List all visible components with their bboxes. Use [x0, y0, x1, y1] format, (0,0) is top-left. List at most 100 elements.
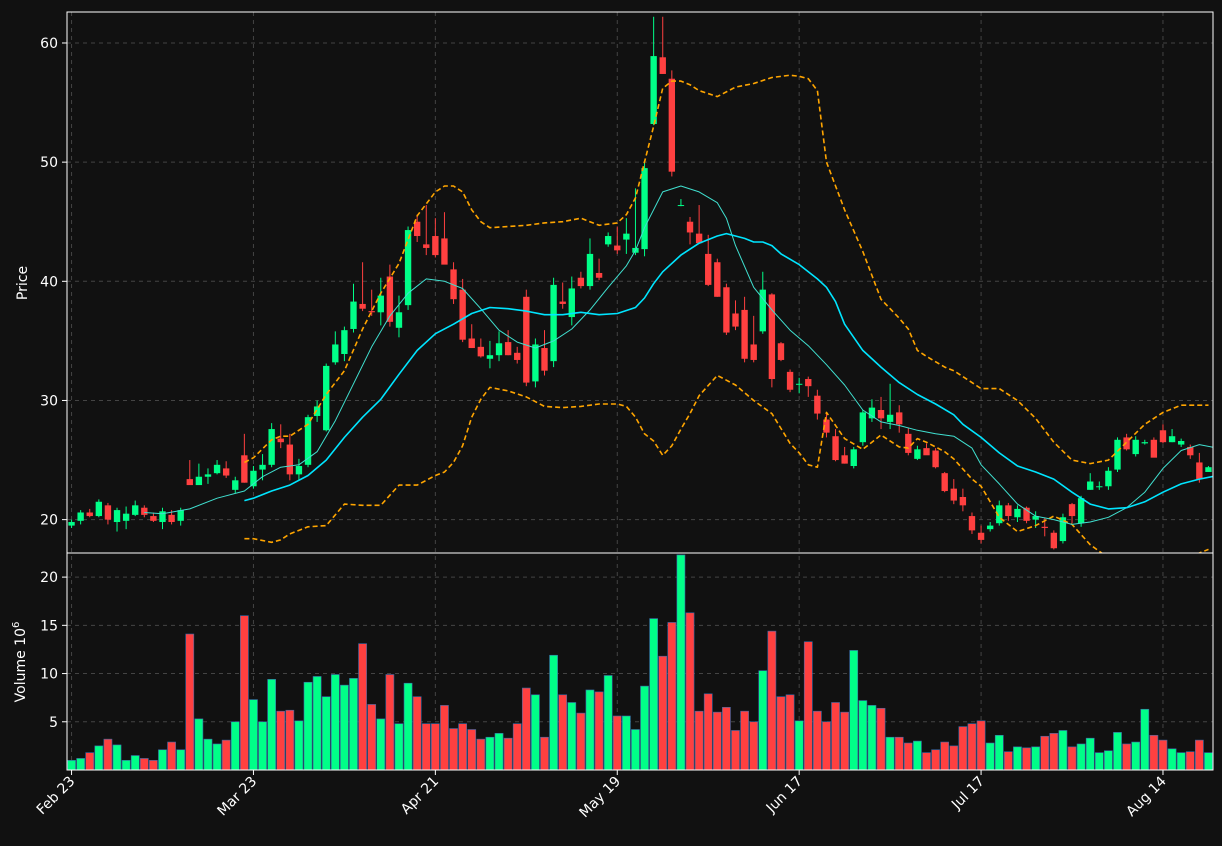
volume-bar	[1195, 739, 1204, 770]
candle-body	[641, 168, 648, 250]
volume-bar	[949, 745, 959, 770]
volume-bar	[176, 749, 186, 770]
volume-bar	[694, 710, 704, 770]
volume-bar	[321, 696, 331, 770]
candle-body	[723, 287, 730, 333]
candle-body	[68, 522, 75, 526]
volume-bar	[622, 715, 631, 770]
volume-bar	[467, 729, 477, 770]
volume-bar	[431, 723, 440, 770]
volume-bar	[367, 704, 377, 770]
candle-body	[905, 433, 912, 453]
candle-body	[932, 450, 939, 468]
volume-bar	[1094, 752, 1104, 770]
candle-body	[550, 284, 557, 362]
candle-body	[850, 449, 857, 467]
volume-bar	[203, 738, 213, 770]
candle-body	[486, 355, 494, 359]
candle-body	[132, 505, 139, 515]
candle-body	[586, 253, 594, 287]
volume-bar	[76, 758, 85, 770]
volume-bar	[94, 745, 104, 770]
volume-tick-label: 15	[40, 618, 58, 634]
candle-body	[1177, 440, 1185, 445]
volume-bar	[376, 718, 386, 770]
volume-bar	[612, 715, 622, 770]
volume-axis-label-base: 10	[13, 628, 29, 646]
candle-body	[1041, 526, 1048, 528]
candle-body	[168, 514, 175, 523]
candle-body	[423, 244, 430, 248]
volume-bar	[340, 684, 349, 770]
volume-bar	[240, 615, 249, 770]
candle-body	[623, 233, 630, 240]
candle-body	[659, 57, 666, 74]
indicator-lines	[144, 74, 1213, 553]
volume-bar	[685, 612, 695, 770]
volume-bar	[294, 720, 304, 770]
candle-body	[1159, 430, 1167, 443]
volume-bar	[676, 554, 686, 770]
volume-bar	[494, 733, 504, 770]
price-axis-label: Price	[15, 266, 31, 300]
volume-bar	[649, 618, 658, 770]
volume-bar	[349, 678, 358, 770]
volume-bar	[1113, 732, 1122, 770]
candle-body	[250, 470, 257, 487]
volume-bar	[831, 702, 840, 770]
candle-body	[1014, 508, 1021, 518]
candle-body	[341, 330, 348, 354]
candle-body	[277, 438, 284, 443]
candle-body	[1050, 532, 1058, 549]
candle-body	[1032, 516, 1039, 520]
candle-body	[450, 269, 457, 300]
lower-band-line	[244, 374, 1209, 553]
candle-body	[741, 309, 748, 359]
volume-bar	[1204, 752, 1213, 770]
volume-bar	[1049, 733, 1059, 770]
candle-body	[1096, 486, 1103, 488]
price-tick-label: 50	[40, 155, 58, 171]
candle-body	[868, 407, 876, 419]
candle-body	[304, 417, 312, 465]
candle-body	[996, 505, 1003, 524]
volume-panel-frame	[66, 552, 1214, 771]
volume-bar	[558, 694, 568, 770]
candle-body	[832, 436, 839, 461]
candle-body	[950, 488, 957, 501]
volume-bar	[867, 705, 877, 770]
candle-body	[386, 276, 394, 322]
candle-body	[1059, 517, 1067, 542]
candle-body	[1187, 446, 1194, 456]
candle-body	[350, 301, 357, 329]
candle-body	[923, 448, 930, 456]
candle-body	[95, 501, 103, 517]
candle-body	[677, 205, 685, 207]
candle-body	[532, 344, 539, 382]
candle-body	[268, 429, 275, 465]
volume-bar	[149, 760, 158, 770]
volume-bar	[249, 699, 258, 770]
price-tick-label: 60	[40, 36, 58, 52]
volume-bar	[858, 700, 868, 770]
candle-body	[404, 230, 412, 306]
candle-body	[313, 406, 321, 416]
candle-body	[668, 78, 676, 172]
volume-bar	[1085, 737, 1095, 770]
volume-bar	[940, 741, 950, 770]
volume-bar	[1167, 748, 1177, 770]
candle-body	[841, 455, 848, 464]
volume-bar	[1158, 739, 1168, 770]
candle-body	[432, 236, 439, 256]
volume-bar	[631, 729, 640, 770]
volume-bar	[740, 710, 749, 770]
volume-bar	[803, 641, 813, 770]
candle-body	[686, 221, 694, 233]
candle-body	[1132, 439, 1139, 455]
candle-body	[395, 312, 403, 328]
volume-bar	[594, 691, 604, 770]
volume-bar	[1031, 746, 1040, 770]
volume-bar	[103, 738, 113, 770]
volume-bar	[822, 721, 831, 770]
volume-bar	[731, 730, 740, 770]
